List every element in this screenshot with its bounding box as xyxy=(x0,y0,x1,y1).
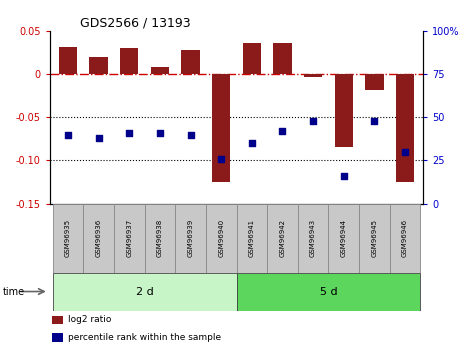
Text: percentile rank within the sample: percentile rank within the sample xyxy=(68,333,221,342)
Bar xyxy=(365,74,384,90)
Bar xyxy=(89,57,108,74)
Bar xyxy=(212,74,230,182)
FancyBboxPatch shape xyxy=(236,273,420,310)
Text: GSM96940: GSM96940 xyxy=(218,219,224,257)
FancyBboxPatch shape xyxy=(236,204,267,273)
FancyBboxPatch shape xyxy=(53,273,236,310)
Point xyxy=(248,140,255,146)
Bar xyxy=(273,43,292,74)
Point xyxy=(125,130,133,136)
Text: GSM96935: GSM96935 xyxy=(65,219,71,257)
Text: GDS2566 / 13193: GDS2566 / 13193 xyxy=(79,17,190,30)
Text: GSM96936: GSM96936 xyxy=(96,219,102,257)
Point xyxy=(156,130,164,136)
Bar xyxy=(396,74,414,182)
Text: GSM96945: GSM96945 xyxy=(371,219,377,257)
Bar xyxy=(151,67,169,74)
FancyBboxPatch shape xyxy=(298,204,328,273)
Point xyxy=(340,173,348,179)
Text: GSM96938: GSM96938 xyxy=(157,219,163,257)
FancyBboxPatch shape xyxy=(267,204,298,273)
FancyBboxPatch shape xyxy=(206,204,236,273)
Point xyxy=(64,132,72,137)
Bar xyxy=(243,43,261,74)
Point xyxy=(279,128,286,134)
Text: GSM96944: GSM96944 xyxy=(341,219,347,257)
Text: log2 ratio: log2 ratio xyxy=(68,315,112,325)
Text: GSM96943: GSM96943 xyxy=(310,219,316,257)
Text: GSM96941: GSM96941 xyxy=(249,219,255,257)
Point xyxy=(218,156,225,161)
Text: time: time xyxy=(2,287,25,296)
Point xyxy=(370,118,378,124)
Point xyxy=(401,149,409,155)
Bar xyxy=(181,50,200,74)
Text: 2 d: 2 d xyxy=(136,287,154,296)
FancyBboxPatch shape xyxy=(114,204,145,273)
FancyBboxPatch shape xyxy=(83,204,114,273)
Bar xyxy=(334,74,353,148)
FancyBboxPatch shape xyxy=(145,204,175,273)
FancyBboxPatch shape xyxy=(53,204,83,273)
Point xyxy=(187,132,194,137)
FancyBboxPatch shape xyxy=(390,204,420,273)
Bar xyxy=(52,316,63,324)
Point xyxy=(309,118,317,124)
Point xyxy=(95,135,103,141)
Text: GSM96946: GSM96946 xyxy=(402,219,408,257)
FancyBboxPatch shape xyxy=(359,204,390,273)
Bar xyxy=(52,333,63,342)
Bar xyxy=(120,48,139,74)
Text: GSM96939: GSM96939 xyxy=(188,219,193,257)
FancyBboxPatch shape xyxy=(328,204,359,273)
Text: GSM96942: GSM96942 xyxy=(280,219,285,257)
Text: GSM96937: GSM96937 xyxy=(126,219,132,257)
Bar xyxy=(304,74,322,77)
FancyBboxPatch shape xyxy=(175,204,206,273)
Text: 5 d: 5 d xyxy=(320,287,337,296)
Bar xyxy=(59,47,77,74)
